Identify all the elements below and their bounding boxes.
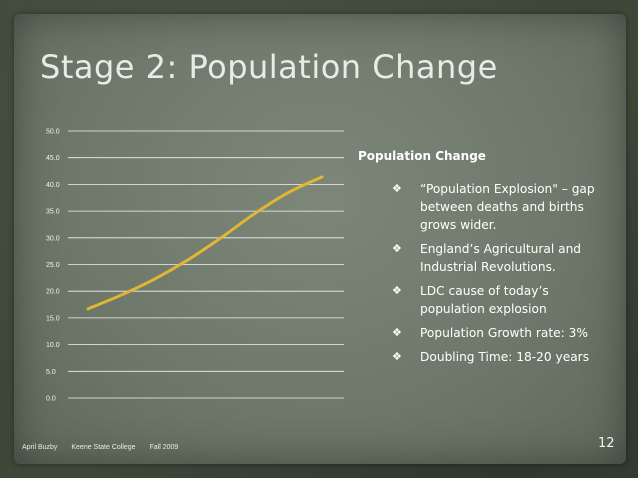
slide-title: Stage 2: Population Change (40, 48, 498, 86)
page-number: 12 (598, 436, 615, 451)
y-tick-label: 35.0 (46, 209, 60, 216)
y-tick-label: 15.0 (46, 315, 60, 322)
diamond-bullet-icon: ❖ (392, 242, 402, 255)
y-tick-label: 25.0 (46, 262, 60, 269)
bullet-text: Population Growth rate: 3% (420, 326, 588, 340)
bullet-item: ❖ LDC cause of today’s population explosi… (392, 282, 612, 318)
bullet-text: LDC cause of today’s population explosio… (420, 284, 549, 316)
diamond-bullet-icon: ❖ (392, 350, 402, 363)
bullet-item: ❖ England’s Agricultural and Industrial R… (392, 240, 612, 276)
y-tick-label: 20.0 (46, 289, 60, 296)
footer-term: Fall 2009 (149, 444, 179, 451)
footer-author: April Buzby (22, 444, 58, 451)
side-heading: Population Change (358, 149, 486, 163)
bullet-text: “Population Explosion" – gap between dea… (420, 182, 595, 232)
y-tick-label: 0.0 (46, 396, 56, 403)
footer: April Buzby Keene State College Fall 200… (22, 444, 190, 451)
bullet-text: England’s Agricultural and Industrial Re… (420, 242, 582, 274)
y-tick-label: 50.0 (46, 129, 60, 136)
population-series-line (86, 175, 324, 311)
bullet-list: ❖ “Population Explosion" – gap between de… (392, 180, 612, 372)
bullet-item: ❖ Population Growth rate: 3% (392, 324, 612, 342)
y-tick-label: 30.0 (46, 235, 60, 242)
footer-school: Keene State College (71, 444, 136, 451)
y-tick-label: 45.0 (46, 155, 60, 162)
y-tick-label: 10.0 (46, 342, 60, 349)
y-tick-label: 40.0 (46, 182, 60, 189)
bullet-text: Doubling Time: 18-20 years (420, 350, 590, 364)
bullet-item: ❖ “Population Explosion" – gap between de… (392, 180, 612, 234)
diamond-bullet-icon: ❖ (392, 326, 402, 339)
diamond-bullet-icon: ❖ (392, 284, 402, 297)
slide-panel (14, 14, 626, 464)
diamond-bullet-icon: ❖ (392, 182, 402, 195)
bullet-item: ❖ Doubling Time: 18-20 years (392, 348, 612, 366)
y-tick-label: 5.0 (46, 369, 56, 376)
